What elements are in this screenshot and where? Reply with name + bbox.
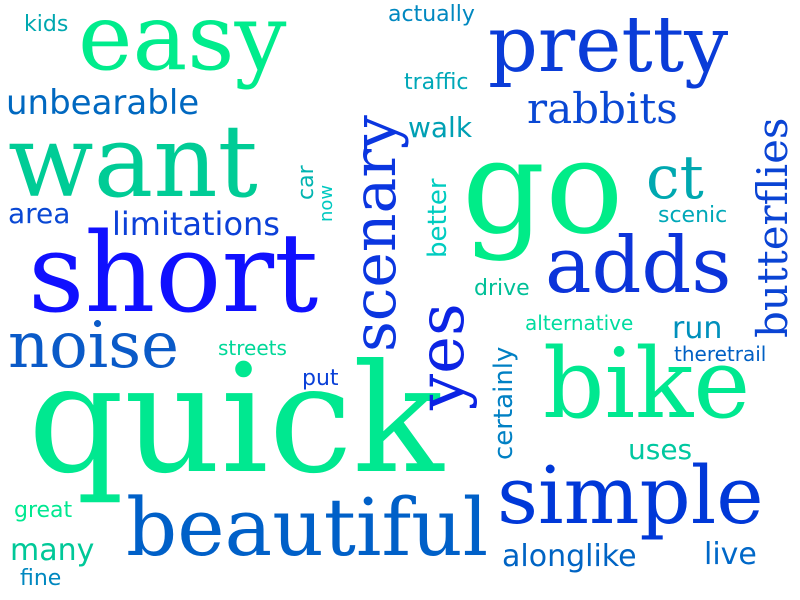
word-area: area: [8, 197, 71, 230]
word-great: great: [14, 498, 73, 523]
word-alonglike: alonglike: [502, 539, 637, 574]
word-kids: kids: [24, 12, 69, 37]
word-go: go: [462, 111, 624, 263]
word-bike: bike: [543, 328, 751, 440]
word-car: car: [294, 165, 319, 200]
word-walk: walk: [408, 111, 473, 144]
word-certainly: certainly: [489, 346, 519, 460]
word-uses: uses: [628, 433, 693, 466]
word-traffic: traffic: [404, 70, 469, 95]
word-noise: noise: [8, 309, 179, 383]
word-actually: actually: [388, 2, 475, 27]
word-alternative: alternative: [525, 311, 634, 335]
word-scenic: scenic: [658, 203, 728, 228]
word-better: better: [423, 178, 453, 258]
word-theretrail: theretrail: [674, 342, 767, 366]
word-pretty: pretty: [488, 0, 729, 90]
word-ct: ct: [646, 143, 704, 213]
word-quick: quick: [28, 333, 444, 507]
word-streets: streets: [218, 336, 287, 360]
word-short: short: [28, 209, 319, 337]
word-now: now: [316, 184, 337, 222]
word-simple: simple: [497, 449, 764, 542]
word-put: put: [302, 366, 339, 391]
word-many: many: [10, 533, 95, 568]
word-unbearable: unbearable: [6, 83, 200, 123]
word-rabbits: rabbits: [527, 84, 678, 133]
word-scenary: scenary: [340, 115, 410, 352]
word-want: want: [8, 103, 258, 220]
word-limitations: limitations: [112, 205, 280, 243]
word-live: live: [704, 537, 757, 572]
word-drive: drive: [474, 276, 530, 301]
word-yes: yes: [405, 303, 479, 410]
word-run: run: [672, 311, 723, 346]
word-adds: adds: [545, 221, 732, 311]
word-beautiful: beautiful: [126, 481, 489, 574]
word-easy: easy: [78, 0, 287, 91]
word-butterflies: butterflies: [748, 117, 797, 338]
word-fine: fine: [20, 566, 62, 591]
